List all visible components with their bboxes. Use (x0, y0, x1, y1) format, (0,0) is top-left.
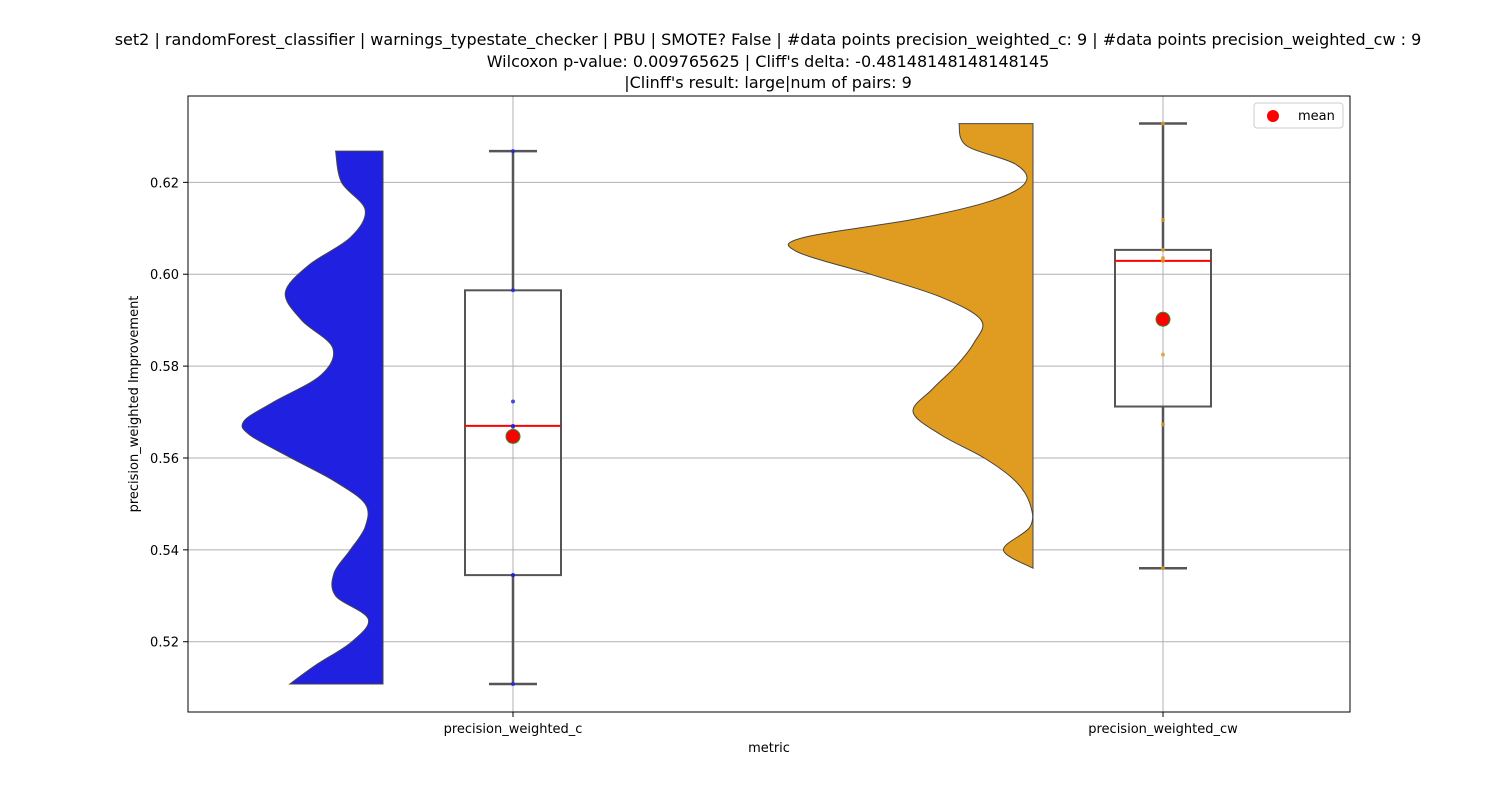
y-tick-label: 0.60 (150, 268, 179, 283)
y-axis-label: precision_weighted Improvement (127, 296, 142, 513)
x-axis-label: metric (748, 741, 790, 756)
data-point (1161, 218, 1165, 223)
data-point (511, 573, 515, 578)
legend-mean-marker (1267, 110, 1279, 122)
violin-precision_weighted_c (241, 150, 384, 685)
data-point (1161, 422, 1165, 427)
chart-title-line-2: Wilcoxon p-value: 0.009765625 | Cliff's … (486, 52, 1050, 71)
mean-marker (505, 428, 521, 444)
data-point (511, 681, 515, 686)
data-point (1161, 352, 1165, 357)
data-point (511, 399, 515, 404)
data-point (511, 149, 515, 154)
data-point (1161, 566, 1165, 571)
violin-precision_weighted_cw (787, 123, 1034, 570)
y-tick-label: 0.56 (150, 452, 179, 467)
y-tick-label: 0.62 (150, 176, 179, 191)
legend-frame (1253, 102, 1344, 129)
legend-label-mean: mean (1298, 109, 1335, 124)
plot-area-frame (187, 95, 1351, 713)
y-tick-label: 0.58 (150, 360, 179, 375)
y-tick-label: 0.54 (150, 544, 179, 559)
x-tick-label: precision_weighted_c (444, 722, 583, 737)
data-point (1161, 247, 1165, 252)
chart-title-line-1: set2 | randomForest_classifier | warning… (114, 30, 1422, 49)
x-tick-label: precision_weighted_cw (1088, 722, 1238, 737)
chart-title-line-3: |Clinff's result: large|num of pairs: 9 (624, 73, 912, 92)
mean-marker (1155, 311, 1171, 327)
data-point (1161, 121, 1165, 126)
data-point (1161, 258, 1165, 263)
data-point (1161, 256, 1165, 261)
legend: mean (1253, 102, 1344, 129)
data-point (511, 423, 515, 428)
y-tick-label: 0.52 (150, 636, 179, 651)
data-point (511, 288, 515, 293)
